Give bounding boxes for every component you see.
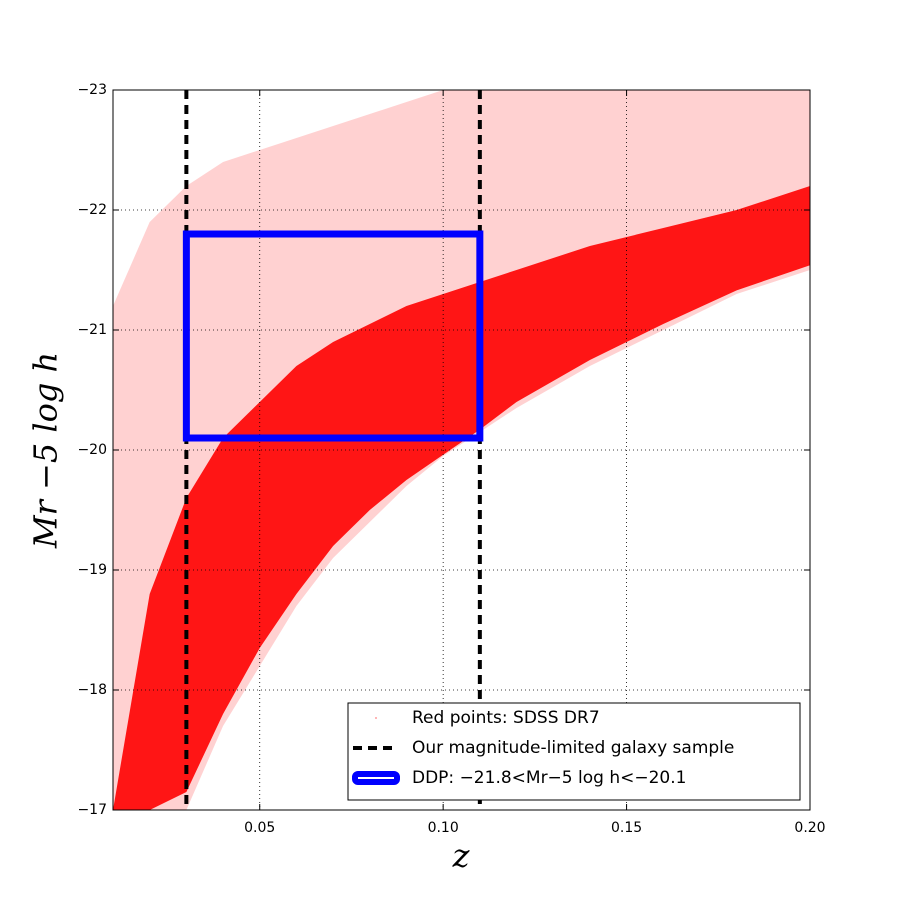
x-tick-label: 0.10 — [428, 820, 459, 836]
y-tick-label: −23 — [77, 82, 107, 98]
y-tick-label: −21 — [77, 322, 107, 338]
y-tick-label: −17 — [77, 802, 107, 818]
axes: 0.05 0.10 0.15 0.20 −23 −22 −21 −20 −19 −18 −17 Red… — [77, 82, 825, 836]
y-tick-label: −19 — [77, 562, 107, 578]
legend: Red points: SDSS DR7 Our magnitude-limite… — [347, 702, 801, 801]
plot-area — [113, 90, 810, 810]
y-tick-label: −22 — [77, 202, 107, 218]
x-tick-label: 0.20 — [794, 820, 825, 836]
x-tick-label: 0.15 — [611, 820, 642, 836]
y-axis-label: Mr −5 log h — [27, 352, 65, 549]
x-axis-label: z — [452, 837, 471, 875]
x-tick-label: 0.05 — [244, 820, 275, 836]
legend-label: Our magnitude-limited galaxy sample — [412, 738, 734, 758]
ddp-box — [182, 230, 484, 442]
legend-marker — [375, 717, 377, 719]
y-tick-label: −20 — [77, 442, 107, 458]
legend-label: Red points: SDSS DR7 — [412, 708, 600, 728]
legend-label: DDP: −21.8<Mr−5 log h<−20.1 — [412, 768, 686, 788]
legend-frame — [347, 702, 801, 801]
legend-marker — [352, 771, 400, 785]
y-tick-label: −18 — [77, 682, 107, 698]
point-cloud-dense — [113, 186, 810, 810]
